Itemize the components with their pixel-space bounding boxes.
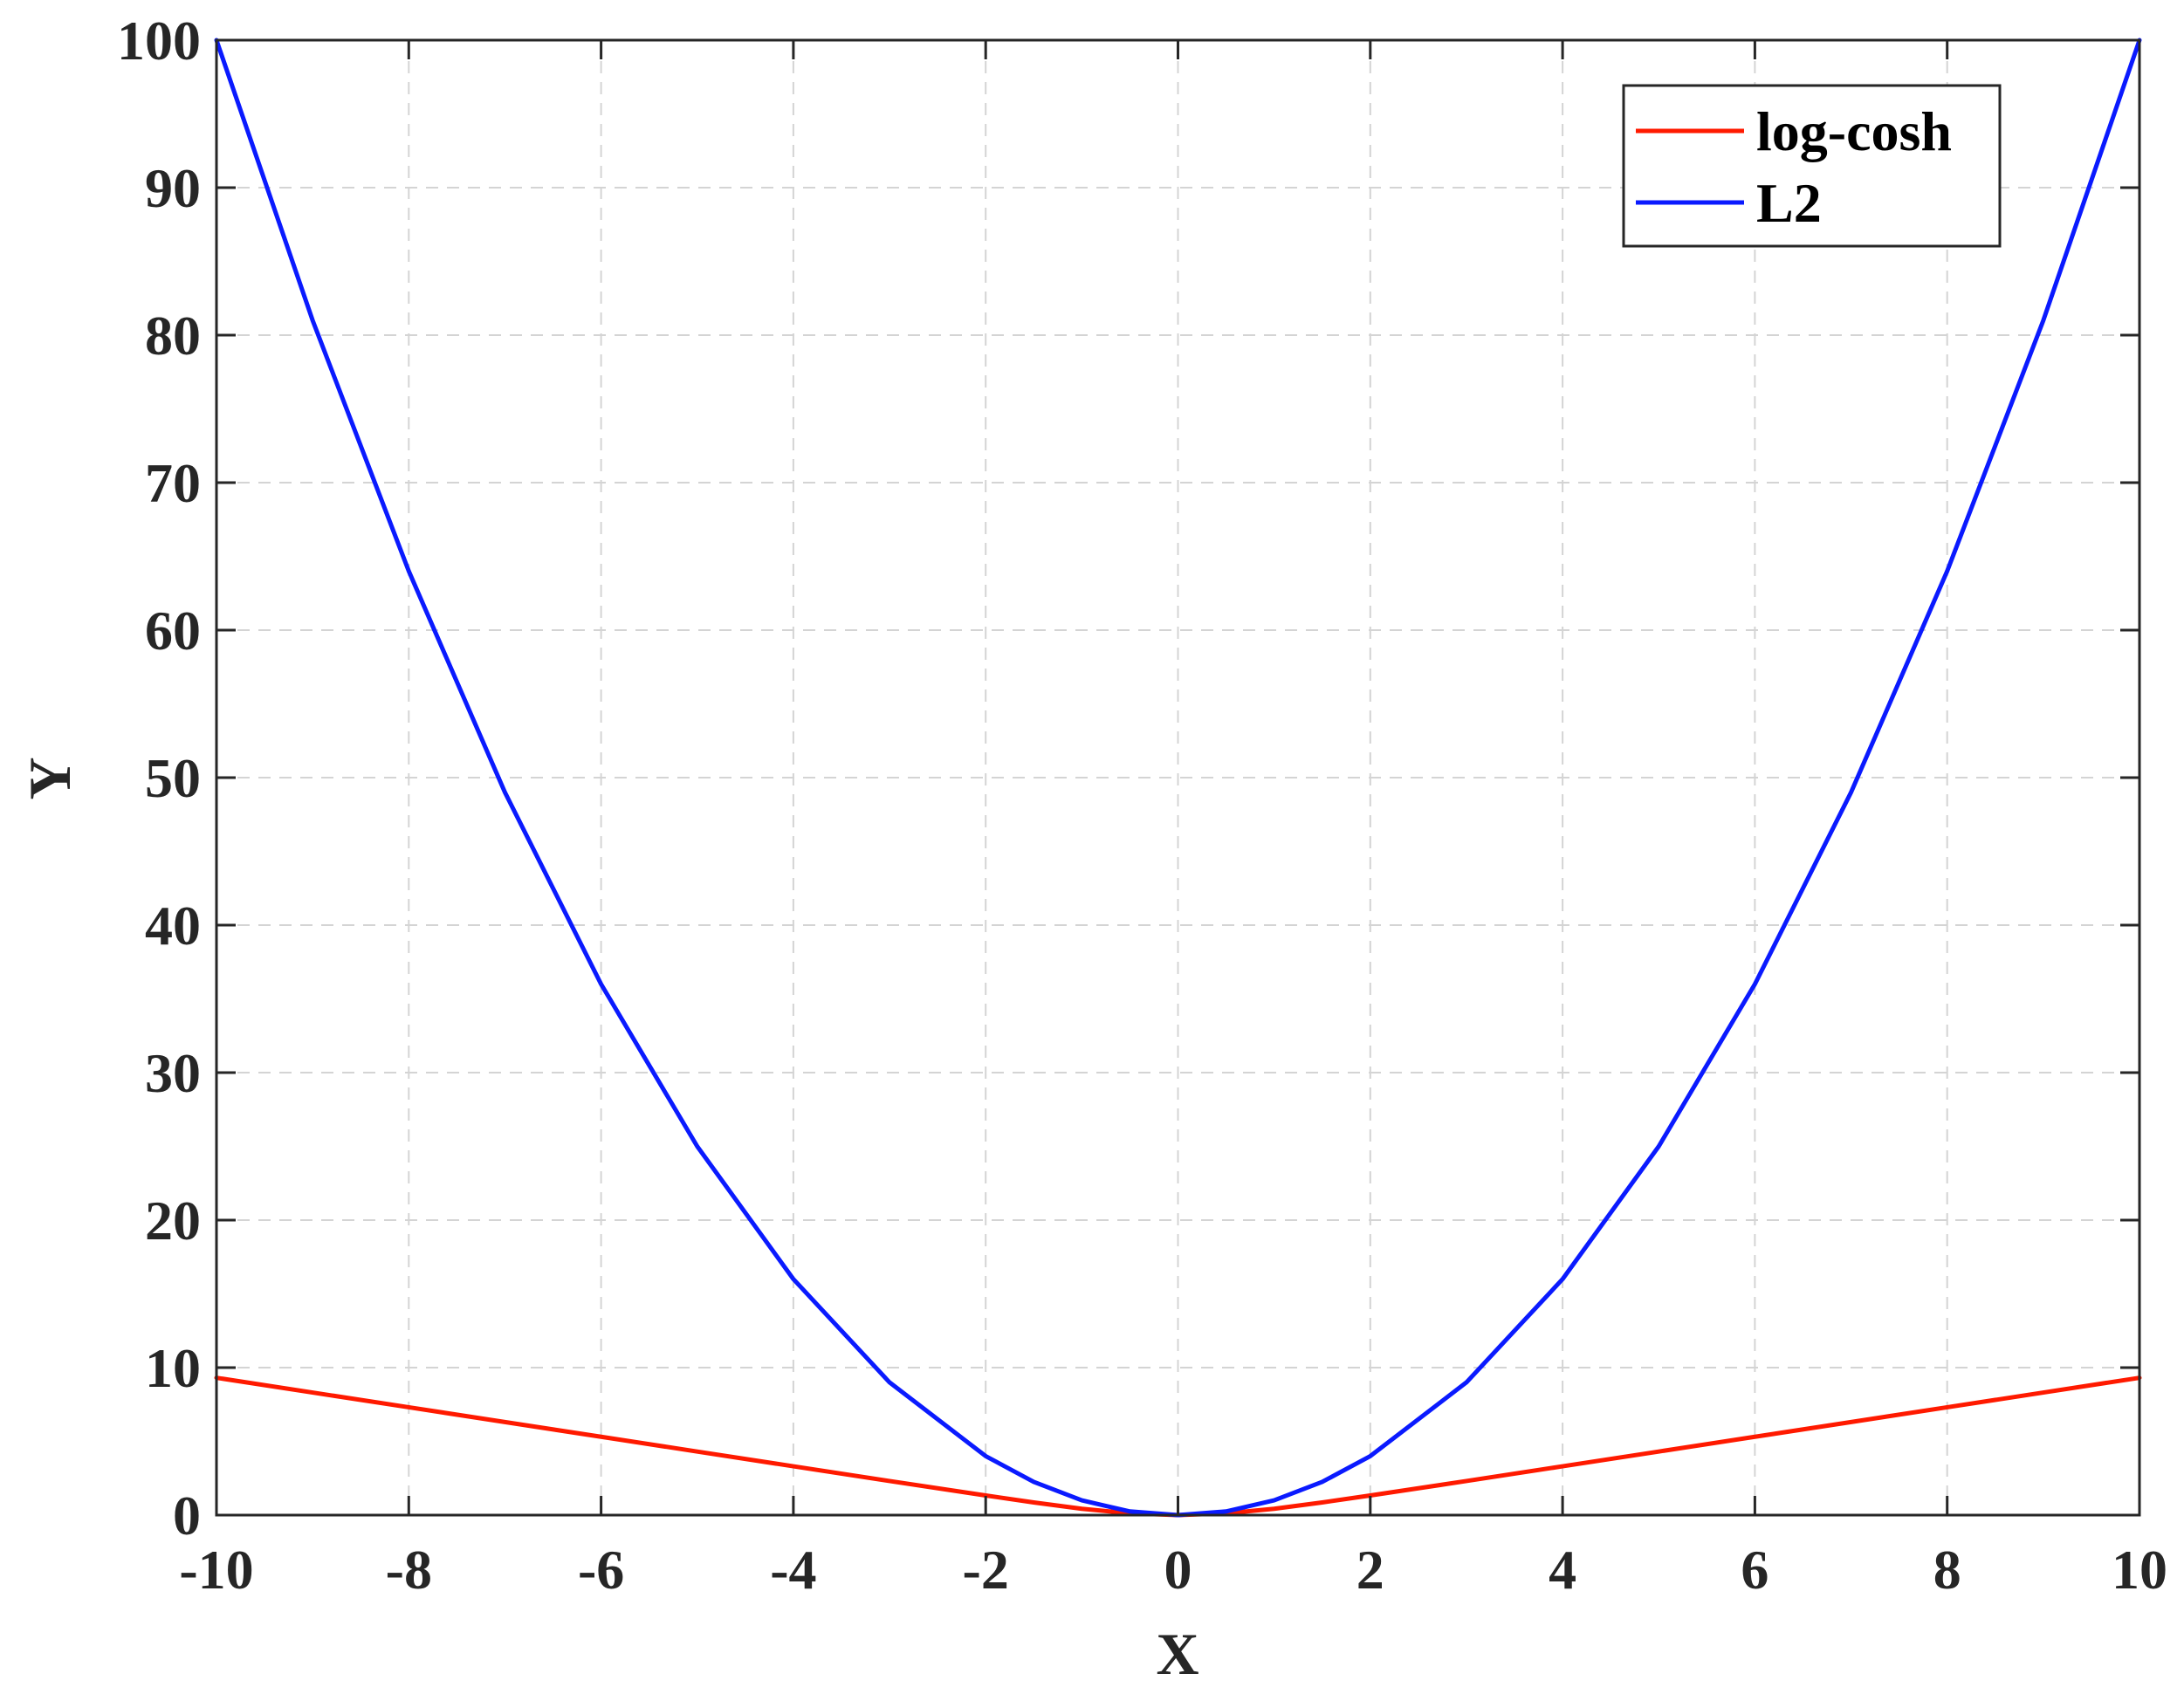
grid	[216, 40, 2139, 1515]
x-axis-label: X	[1156, 1621, 1198, 1687]
x-tick-label: 6	[1741, 1539, 1768, 1601]
legend: log-cosh L2	[1622, 84, 2002, 248]
y-tick-label: 10	[145, 1337, 201, 1399]
y-axis-label: Y	[17, 757, 83, 799]
x-tick-label: 0	[1164, 1539, 1192, 1601]
y-tick-label: 40	[145, 895, 201, 957]
axis-ticks	[215, 38, 2141, 1517]
x-tick-label: -6	[578, 1539, 624, 1601]
y-tick-label: 50	[145, 747, 201, 809]
x-tick-label: 4	[1549, 1539, 1576, 1601]
x-tick-label: -10	[179, 1539, 253, 1601]
x-tick-label: -4	[770, 1539, 816, 1601]
y-tick-label: 90	[145, 157, 201, 219]
legend-label-log-cosh: log-cosh	[1756, 100, 1952, 162]
x-tick-label: 8	[1933, 1539, 1961, 1601]
x-tick-label: 2	[1356, 1539, 1384, 1601]
y-tick-label: 20	[145, 1190, 201, 1252]
y-tick-label: 70	[145, 452, 201, 514]
legend-box	[1622, 84, 2002, 248]
y-tick-label: 60	[145, 600, 201, 662]
y-tick-label: 80	[145, 305, 201, 367]
y-tick-labels: 0 10 20 30 40 50 60 70 80 90 100	[117, 10, 201, 1547]
x-tick-label: 10	[2112, 1539, 2167, 1601]
x-tick-label: -8	[386, 1539, 432, 1601]
legend-label-l2: L2	[1756, 172, 1822, 234]
x-tick-label: -2	[963, 1539, 1009, 1601]
y-tick-label: 30	[145, 1042, 201, 1104]
y-tick-label: 0	[173, 1485, 201, 1547]
x-tick-labels: -10 -8 -6 -4 -2 0 2 4 6 8 10	[179, 1539, 2167, 1601]
y-tick-label: 100	[117, 10, 201, 72]
